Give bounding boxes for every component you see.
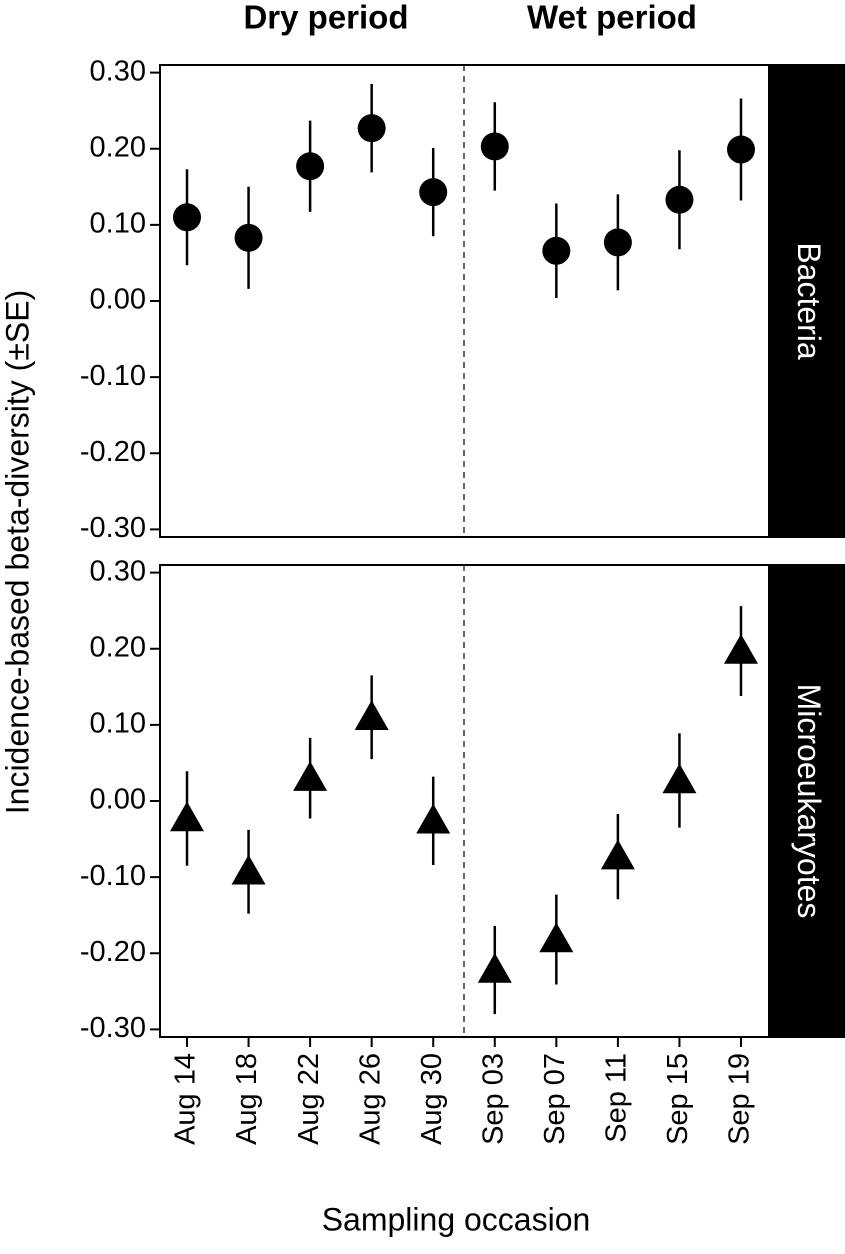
point	[293, 761, 328, 791]
point	[477, 953, 512, 983]
point	[665, 185, 694, 214]
point	[542, 236, 571, 265]
point	[173, 203, 201, 232]
x-tick-label: Aug 18	[231, 1053, 263, 1145]
x-tick-label: Aug 14	[170, 1053, 202, 1145]
x-tick-label: Sep 11	[601, 1053, 633, 1143]
x-tick-label: Sep 07	[539, 1053, 571, 1145]
point	[419, 178, 448, 207]
strip	[768, 565, 845, 1037]
point	[357, 114, 386, 143]
y-tick-label: 0.00	[90, 284, 146, 316]
period-label: Wet period	[527, 0, 697, 36]
point	[603, 228, 632, 257]
y-tick-label: -0.10	[80, 360, 146, 392]
point	[234, 223, 263, 252]
x-tick-label: Aug 22	[293, 1053, 325, 1145]
point	[480, 132, 509, 161]
y-tick-label: -0.10	[80, 860, 146, 892]
y-tick-label: -0.20	[80, 936, 146, 968]
strip-label: Bacteria	[791, 242, 827, 360]
y-tick-label: 0.00	[90, 784, 146, 816]
point	[170, 801, 204, 832]
x-axis-label: Sampling occasion	[322, 1201, 591, 1237]
x-tick-label: Sep 19	[724, 1053, 756, 1145]
point	[662, 763, 697, 794]
point	[354, 700, 389, 731]
y-tick-label: 0.30	[90, 555, 146, 587]
x-tick-label: Sep 03	[477, 1053, 509, 1145]
strip	[768, 65, 845, 537]
y-tick-label: -0.30	[80, 1012, 146, 1044]
period-label: Dry period	[243, 0, 408, 36]
y-tick-label: 0.10	[90, 208, 146, 240]
point	[727, 135, 755, 164]
y-tick-label: 0.20	[90, 131, 146, 163]
y-tick-label: -0.20	[80, 436, 146, 468]
y-tick-label: 0.20	[90, 631, 146, 663]
x-tick-label: Aug 26	[354, 1053, 386, 1145]
y-tick-label: 0.10	[90, 708, 146, 740]
x-tick-label: Sep 15	[662, 1053, 694, 1145]
point	[416, 803, 451, 834]
y-axis-label: Incidence-based beta-diversity (±SE)	[0, 290, 35, 814]
point	[231, 854, 266, 885]
point	[539, 922, 574, 953]
point	[296, 152, 325, 181]
y-tick-label: 0.30	[90, 55, 146, 87]
point	[600, 839, 635, 870]
strip-label: Microeukaryotes	[791, 684, 827, 919]
y-tick-label: -0.30	[80, 512, 146, 544]
point	[724, 634, 758, 664]
x-tick-label: Aug 30	[416, 1053, 448, 1145]
